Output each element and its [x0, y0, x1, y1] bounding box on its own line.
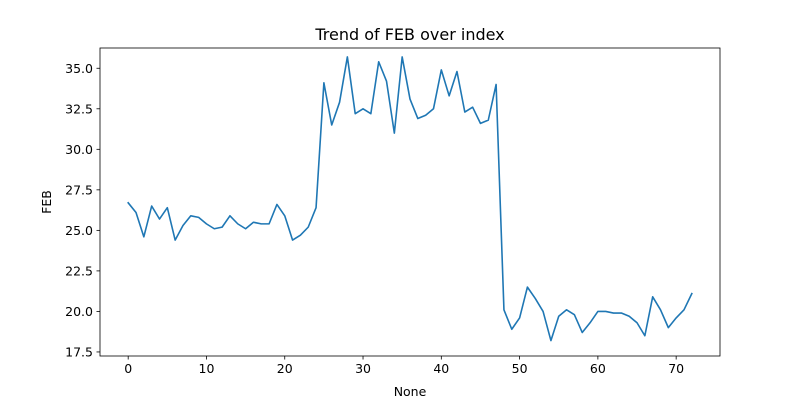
y-tick-label: 32.5	[65, 101, 93, 116]
x-tick-label: 10	[199, 361, 215, 376]
x-tick-label: 20	[277, 361, 293, 376]
y-tick-label: 30.0	[65, 142, 93, 157]
y-tick-label: 27.5	[65, 182, 93, 197]
y-axis-label: FEB	[39, 190, 54, 214]
x-axis-label: None	[394, 384, 427, 399]
x-tick-label: 30	[355, 361, 371, 376]
x-axis-ticks: 0 10 20 30 40 50 60 70	[124, 356, 684, 376]
y-tick-label: 20.0	[65, 304, 93, 319]
plot-frame	[99, 47, 721, 357]
x-tick-label: 0	[124, 361, 132, 376]
x-tick-label: 40	[433, 361, 449, 376]
y-tick-label: 25.0	[65, 223, 93, 238]
y-tick-label: 17.5	[65, 344, 93, 359]
chart-title: Trend of FEB over index	[314, 25, 504, 44]
x-tick-label: 60	[590, 361, 606, 376]
y-tick-label: 22.5	[65, 263, 93, 278]
y-tick-label: 35.0	[65, 61, 93, 76]
x-tick-label: 50	[512, 361, 528, 376]
x-tick-label: 70	[668, 361, 684, 376]
y-axis-ticks: 17.5 20.0 22.5 25.0 27.5 30.0 32.5 35.0	[65, 61, 100, 359]
series-line	[127, 56, 693, 342]
